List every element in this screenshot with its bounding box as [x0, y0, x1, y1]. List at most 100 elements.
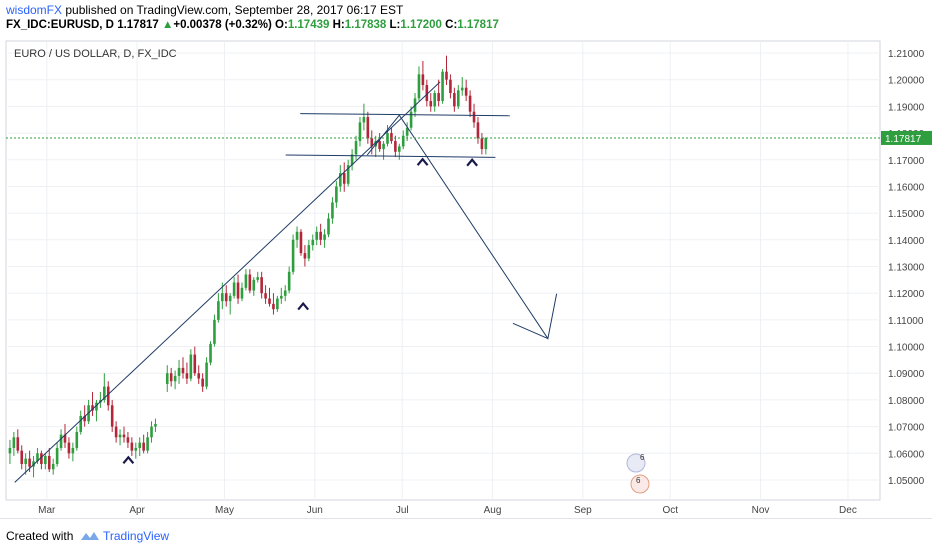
- price-tick-label: 1.10000: [888, 343, 925, 354]
- candle-body: [382, 143, 385, 150]
- change-up-icon: ▲: [161, 19, 174, 31]
- price-tick-label: 1.08000: [888, 396, 925, 407]
- candle-body: [79, 415, 83, 432]
- candle-body: [55, 447, 59, 464]
- candle-body: [173, 375, 177, 382]
- candle-body: [354, 141, 358, 155]
- support-line: [285, 154, 496, 158]
- price-axis[interactable]: 1.05000 1.06000 1.07000 1.08000 1.09000 1.100…: [881, 49, 932, 487]
- candle-body: [445, 71, 448, 80]
- time-tick-label: May: [215, 505, 234, 516]
- candle-body: [299, 231, 303, 254]
- candle-body: [335, 186, 338, 203]
- candle-body: [350, 154, 354, 166]
- candle-body: [47, 455, 51, 470]
- event-count: 6: [636, 476, 641, 485]
- candle-body: [248, 274, 252, 291]
- candle-body: [118, 434, 122, 438]
- time-tick-label: Aug: [484, 505, 502, 516]
- candle-body: [441, 71, 444, 102]
- time-axis[interactable]: Mar Apr May Jun Jul Aug Sep Oct Nov Dec: [38, 505, 857, 516]
- candle-body: [217, 301, 220, 320]
- grid-lines: [6, 41, 880, 500]
- author-link[interactable]: wisdomFX: [6, 3, 63, 17]
- candle-body: [280, 295, 283, 299]
- candle-body: [272, 303, 275, 310]
- chart-title: EURO / US DOLLAR, D, FX_IDC: [14, 48, 177, 60]
- candle-body: [362, 117, 366, 123]
- up-arrow-icon: [416, 157, 429, 166]
- price-tick-label: 1.20000: [888, 76, 925, 87]
- candle-body: [291, 239, 295, 272]
- published-text: published on TradingView.com, September …: [62, 3, 404, 17]
- time-tick-label: Sep: [574, 505, 592, 516]
- candle-body: [453, 93, 456, 107]
- candle-body: [154, 423, 157, 427]
- event-flag-icon[interactable]: [630, 474, 650, 494]
- price-tick-label: 1.19000: [888, 102, 925, 113]
- candle-body: [150, 426, 153, 438]
- candle-body: [276, 298, 279, 310]
- candle-body: [307, 245, 311, 259]
- event-flag-icon[interactable]: [626, 453, 646, 473]
- price-chart[interactable]: 1.05000 1.06000 1.07000 1.08000 1.09000 1.100…: [0, 0, 932, 518]
- candle-body: [268, 298, 271, 304]
- event-markers[interactable]: 6 6: [626, 453, 650, 494]
- candle-body: [75, 431, 79, 448]
- price-tick-label: 1.06000: [888, 449, 925, 460]
- price-tick-label: 1.07000: [888, 423, 925, 434]
- candle-body: [394, 141, 397, 152]
- candle-body: [315, 231, 319, 240]
- candle-body: [224, 293, 228, 302]
- price-tick-label: 1.05000: [888, 476, 925, 487]
- up-arrow-icon: [297, 301, 310, 311]
- trend-line: [14, 81, 441, 483]
- price-tick-label: 1.16000: [888, 182, 925, 193]
- time-tick-label: Apr: [129, 505, 145, 516]
- candle-body: [63, 434, 67, 443]
- candle-body: [228, 295, 232, 302]
- candle-body: [401, 135, 405, 147]
- tradingview-logo-icon: [81, 532, 99, 540]
- tradingview-link[interactable]: TradingView: [103, 529, 170, 543]
- price-tick-label: 1.15000: [888, 209, 925, 220]
- candle-body: [425, 85, 429, 102]
- candle-body: [91, 405, 94, 411]
- candle-body: [12, 437, 16, 448]
- candle-body: [67, 442, 71, 454]
- low-value: 1.17200: [400, 19, 442, 31]
- candle-body: [134, 447, 138, 451]
- time-tick-label: Jul: [396, 505, 409, 516]
- candle-body: [303, 253, 307, 259]
- price-tick-label: 1.11000: [888, 316, 924, 327]
- candle-body: [44, 455, 47, 464]
- candle-body: [378, 141, 381, 150]
- candle-body: [472, 111, 476, 123]
- close-value: 1.17817: [457, 19, 499, 31]
- projection-path: [366, 114, 558, 340]
- price-tick-label: 1.12000: [888, 289, 925, 300]
- candle-body: [366, 117, 370, 139]
- candle-body: [449, 79, 452, 94]
- time-tick-label: Nov: [752, 505, 770, 516]
- candle-body: [390, 133, 393, 142]
- candle-body: [20, 450, 24, 464]
- candle-body: [103, 386, 106, 400]
- price-tick-label: 1.21000: [888, 49, 925, 60]
- high-label: H:: [332, 19, 345, 31]
- candle-body: [287, 271, 291, 291]
- candle-body: [71, 447, 75, 454]
- candle-body: [205, 362, 208, 387]
- candle-body: [456, 90, 460, 107]
- candle-body: [106, 386, 110, 406]
- high-value: 1.17838: [344, 19, 387, 31]
- low-label: L:: [389, 19, 401, 31]
- candle-body: [232, 282, 236, 296]
- candle-body: [138, 442, 142, 448]
- projection-tail: [512, 322, 549, 340]
- candle-body: [201, 378, 204, 387]
- candle-body: [8, 447, 12, 454]
- candle-body: [95, 402, 98, 411]
- last-price-tag-label: 1.17817: [885, 134, 922, 145]
- candle-body: [130, 442, 134, 451]
